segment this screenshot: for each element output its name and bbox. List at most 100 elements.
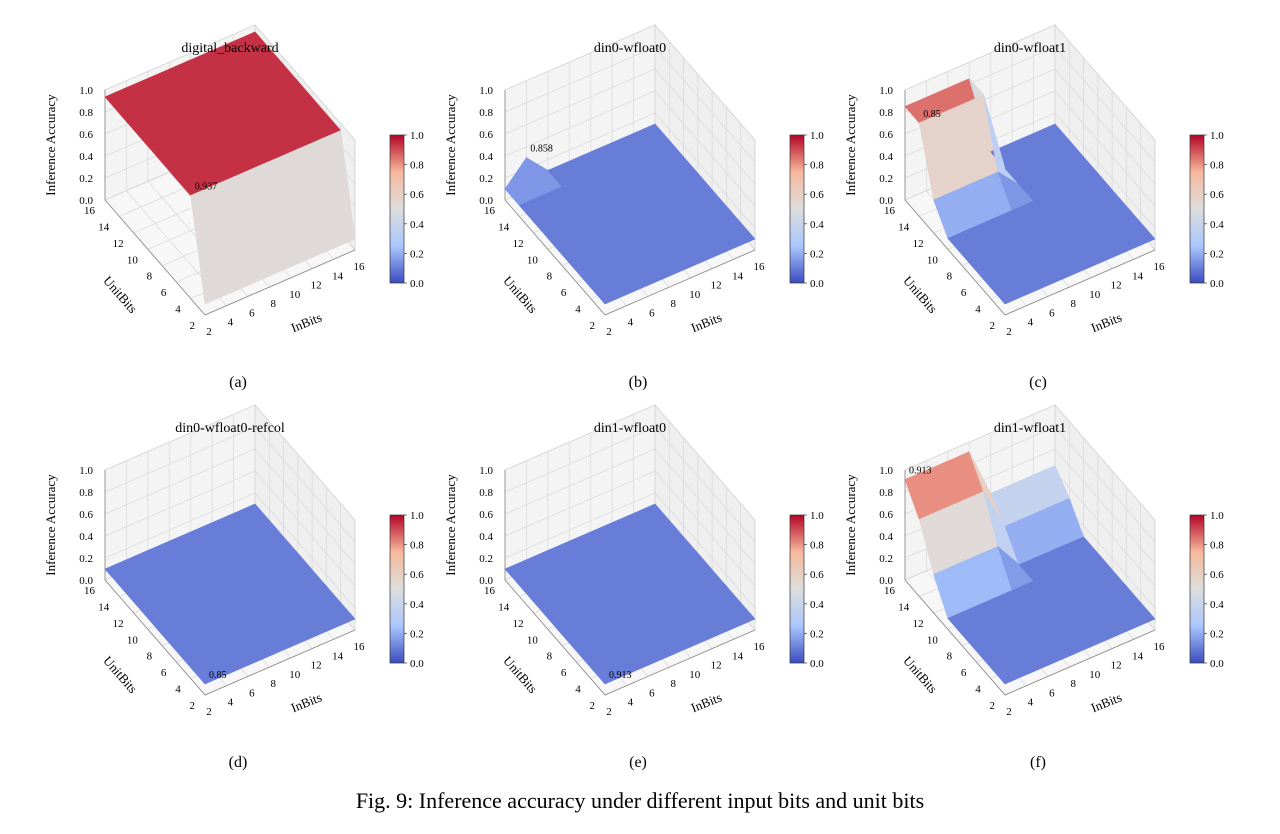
surface	[104, 31, 356, 305]
y-tick-label: 2	[190, 320, 196, 332]
gridline-z	[504, 426, 756, 543]
colorbar-tick-label: 1.0	[410, 510, 424, 522]
z-tick-label: 0.4	[879, 151, 893, 163]
surface-cell	[718, 602, 756, 629]
gridline-z	[504, 24, 756, 141]
max-value-label: 0.85	[209, 670, 227, 681]
subplot-3: 0.85 0.0 0.2 0.4 0.6 0.8 1.0 Inference Accuracy…	[843, 23, 1224, 391]
x-axis-label: InBits	[1089, 689, 1124, 715]
y-tick-label: 10	[927, 254, 939, 266]
x-tick-label: 6	[249, 307, 255, 319]
x-tick-label: 12	[711, 660, 722, 672]
y-axis-line	[504, 579, 606, 696]
x-tick-label: 8	[671, 678, 677, 690]
gridline-z	[504, 68, 756, 185]
gridline-z	[504, 448, 756, 565]
y-tick-label: 16	[884, 205, 896, 217]
y-tick-label: 14	[498, 221, 510, 233]
y-tick-label: 12	[513, 618, 524, 630]
y-tick-label: 10	[527, 634, 539, 646]
x-tick-label: 12	[711, 280, 722, 292]
z-tick-label: 1.0	[79, 85, 93, 97]
y-tick-label: 10	[127, 254, 139, 266]
panel-label: (f)	[1030, 754, 1046, 771]
z-tick-label: 0.8	[479, 107, 493, 119]
max-value-label: 0.913	[609, 670, 632, 681]
surface-cell	[318, 130, 356, 249]
colorbar-tick-label: 0.6	[410, 569, 424, 581]
y-tick-label: 2	[590, 700, 596, 712]
colorbar-tick-label: 1.0	[810, 510, 824, 522]
gridline-z	[504, 470, 756, 587]
colorbar-tick-label: 0.4	[410, 599, 424, 611]
x-tick-label: 2	[606, 706, 612, 718]
subplot-title: din0-wfloat0	[594, 41, 666, 56]
colorbar-tick-label: 1.0	[1210, 510, 1224, 522]
colorbar-tick-label: 0.6	[810, 189, 824, 201]
colorbar	[389, 514, 405, 664]
max-value-label: 0.858	[530, 144, 553, 155]
subplot-4: 0.85 0.0 0.2 0.4 0.6 0.8 1.0 Inference Accuracy…	[43, 403, 424, 771]
z-axis-label: Inference Accuracy	[443, 474, 458, 576]
colorbar-tick-label: 0.8	[810, 540, 824, 552]
x-tick-label: 2	[1006, 326, 1012, 338]
z-tick-label: 0.8	[479, 487, 493, 499]
x-tick-label: 8	[271, 298, 277, 310]
y-axis-label: UnitBits	[900, 653, 940, 696]
colorbar-tick-label: 0.8	[810, 160, 824, 172]
y-axis-line	[104, 199, 206, 316]
x-tick-label: 10	[1089, 289, 1101, 301]
surface-cell	[718, 222, 756, 249]
x-tick-label: 4	[628, 317, 634, 329]
x-tick-label: 8	[271, 678, 277, 690]
y-axis-label: UnitBits	[100, 653, 140, 696]
y-tick-label: 16	[84, 205, 96, 217]
z-tick-label: 1.0	[879, 465, 893, 477]
x-axis-label: InBits	[289, 309, 324, 335]
x-tick-label: 16	[1154, 261, 1166, 273]
y-tick-label: 2	[190, 700, 196, 712]
z-tick-label: 0.4	[479, 531, 493, 543]
x-tick-label: 4	[628, 697, 634, 709]
colorbar-tick-label: 0.4	[1210, 599, 1224, 611]
x-tick-label: 10	[289, 289, 301, 301]
colorbar-tick-label: 0.2	[410, 248, 424, 260]
x-tick-label: 16	[754, 641, 766, 653]
y-tick-label: 14	[898, 221, 910, 233]
x-axis-label: InBits	[1089, 309, 1124, 335]
y-tick-label: 14	[98, 601, 110, 613]
colorbar-tick-label: 1.0	[810, 130, 824, 142]
gridline-z	[904, 404, 1156, 521]
y-tick-label: 4	[175, 304, 181, 316]
y-tick-label: 12	[113, 238, 124, 250]
gridline-z	[504, 90, 756, 207]
gridline-z	[104, 470, 356, 587]
y-tick-label: 2	[590, 320, 596, 332]
surface	[504, 123, 756, 305]
x-tick-label: 4	[1028, 317, 1034, 329]
x-tick-label: 4	[1028, 697, 1034, 709]
gridline-z	[504, 46, 756, 163]
colorbar-tick-label: 0.2	[1210, 248, 1224, 260]
colorbar-tick-label: 0.0	[410, 658, 424, 670]
z-tick-label: 0.6	[79, 129, 93, 141]
y-axis-line	[104, 579, 206, 696]
x-axis-line	[604, 629, 756, 696]
z-tick-label: 0.6	[879, 129, 893, 141]
x-tick-label: 14	[732, 650, 744, 662]
x-axis-line	[1004, 629, 1156, 696]
y-tick-label: 16	[84, 585, 96, 597]
colorbar	[789, 514, 805, 664]
surface-cell	[318, 602, 356, 629]
subplot-title: din0-wfloat1	[994, 41, 1066, 56]
y-tick-label: 4	[575, 684, 581, 696]
x-tick-label: 6	[649, 307, 655, 319]
x-tick-label: 6	[249, 687, 255, 699]
gridline-z	[104, 492, 356, 609]
x-tick-label: 16	[354, 641, 366, 653]
y-tick-label: 2	[990, 320, 996, 332]
y-tick-label: 8	[947, 271, 953, 283]
x-tick-label: 16	[354, 261, 366, 273]
panel-label: (d)	[229, 754, 248, 771]
x-tick-label: 8	[1071, 678, 1077, 690]
